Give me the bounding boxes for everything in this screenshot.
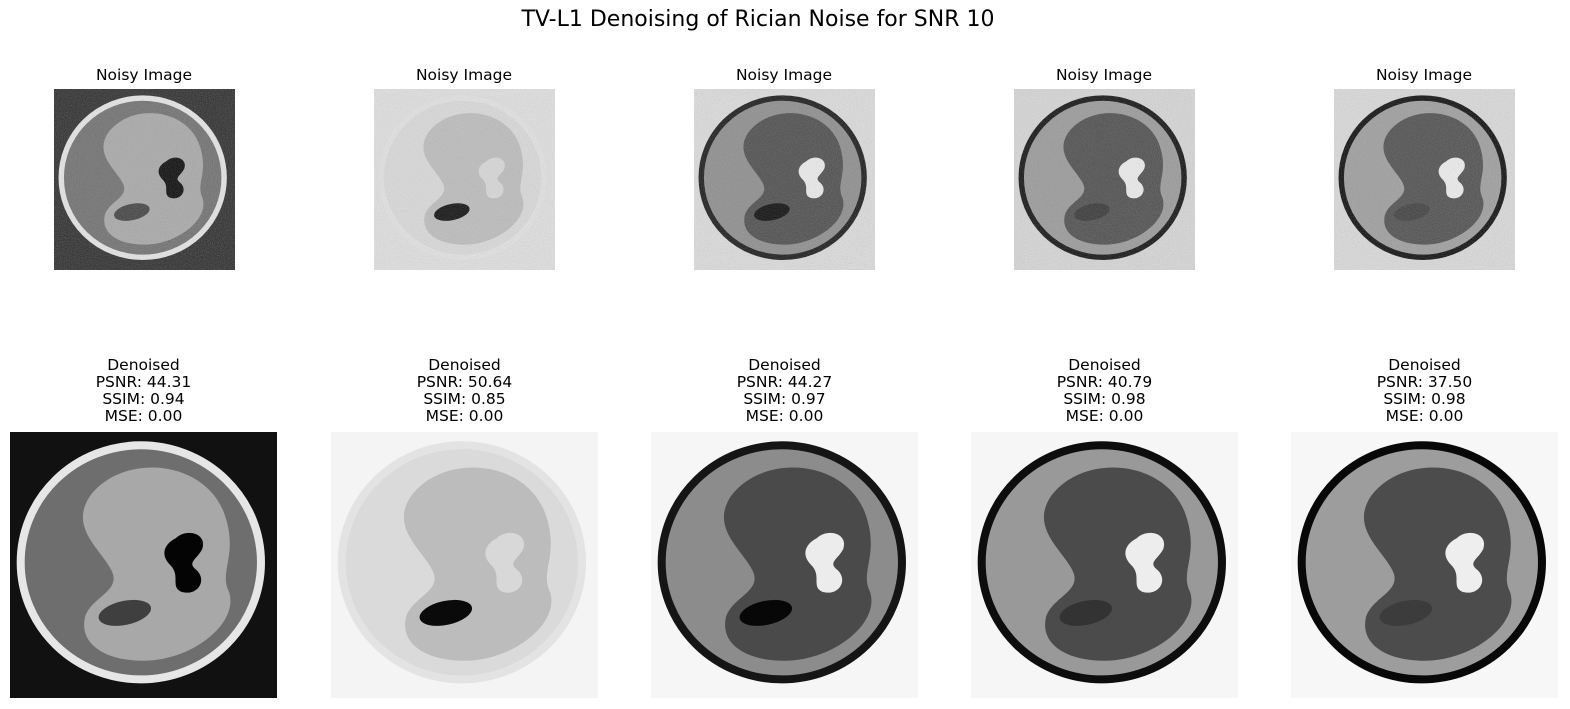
denoised-image — [1291, 432, 1558, 698]
noisy-image-title: Noisy Image — [735, 66, 833, 84]
figure-title: TV-L1 Denoising of Rician Noise for SNR … — [521, 7, 995, 32]
denoised-title-block: Denoised PSNR: 44.31 SSIM: 0.94 MSE: 0.00 — [10, 357, 277, 425]
noisy-image-title: Noisy Image — [1375, 66, 1473, 84]
psnr-value: PSNR: 40.79 — [1056, 373, 1153, 391]
mse-value: MSE: 0.00 — [1385, 407, 1464, 425]
mse-value: MSE: 0.00 — [104, 407, 183, 425]
noisy-image — [1333, 89, 1515, 270]
noisy-image-title: Noisy Image — [95, 66, 193, 84]
denoised-image — [331, 432, 598, 698]
denoised-title: Denoised — [107, 356, 180, 374]
denoised-title-block: Denoised PSNR: 37.50 SSIM: 0.98 MSE: 0.00 — [1291, 357, 1558, 425]
denoised-image — [971, 432, 1238, 698]
noise-overlay — [1333, 89, 1515, 270]
noisy-image — [53, 89, 235, 270]
denoised-title-block: Denoised PSNR: 44.27 SSIM: 0.97 MSE: 0.00 — [651, 357, 918, 425]
bright-blob — [485, 532, 525, 593]
noise-overlay — [373, 89, 555, 270]
noisy-image — [373, 89, 555, 270]
denoised-title-block: Denoised PSNR: 40.79 SSIM: 0.98 MSE: 0.00 — [971, 357, 1238, 425]
bright-blob — [164, 532, 204, 593]
bright-blob — [1125, 532, 1165, 593]
dark-ellipse — [1059, 599, 1113, 626]
ssim-value: SSIM: 0.98 — [1063, 390, 1146, 408]
denoised-title: Denoised — [428, 356, 501, 374]
bright-blob — [1445, 532, 1485, 593]
ssim-value: SSIM: 0.97 — [743, 390, 826, 408]
denoised-title-block: Denoised PSNR: 50.64 SSIM: 0.85 MSE: 0.00 — [331, 357, 598, 425]
denoised-title: Denoised — [1068, 356, 1141, 374]
noisy-image-title: Noisy Image — [415, 66, 513, 84]
psnr-value: PSNR: 44.31 — [95, 373, 192, 391]
dark-ellipse — [739, 599, 793, 626]
ssim-value: SSIM: 0.85 — [423, 390, 506, 408]
ssim-value: SSIM: 0.94 — [102, 390, 185, 408]
noise-overlay — [1013, 89, 1195, 270]
mse-value: MSE: 0.00 — [425, 407, 504, 425]
denoised-image — [10, 432, 277, 698]
dark-ellipse — [1379, 599, 1433, 626]
noisy-image — [1013, 89, 1195, 270]
noise-overlay — [693, 89, 875, 270]
noisy-image — [693, 89, 875, 270]
psnr-value: PSNR: 44.27 — [736, 373, 833, 391]
bright-blob — [805, 532, 845, 593]
dark-ellipse — [419, 599, 473, 626]
denoised-image — [651, 432, 918, 698]
mse-value: MSE: 0.00 — [745, 407, 824, 425]
ssim-value: SSIM: 0.98 — [1383, 390, 1466, 408]
mse-value: MSE: 0.00 — [1065, 407, 1144, 425]
denoised-title: Denoised — [748, 356, 821, 374]
noisy-image-title: Noisy Image — [1055, 66, 1153, 84]
dark-ellipse — [98, 599, 152, 626]
denoised-title: Denoised — [1388, 356, 1461, 374]
psnr-value: PSNR: 37.50 — [1376, 373, 1473, 391]
psnr-value: PSNR: 50.64 — [416, 373, 513, 391]
noise-overlay — [53, 89, 235, 270]
